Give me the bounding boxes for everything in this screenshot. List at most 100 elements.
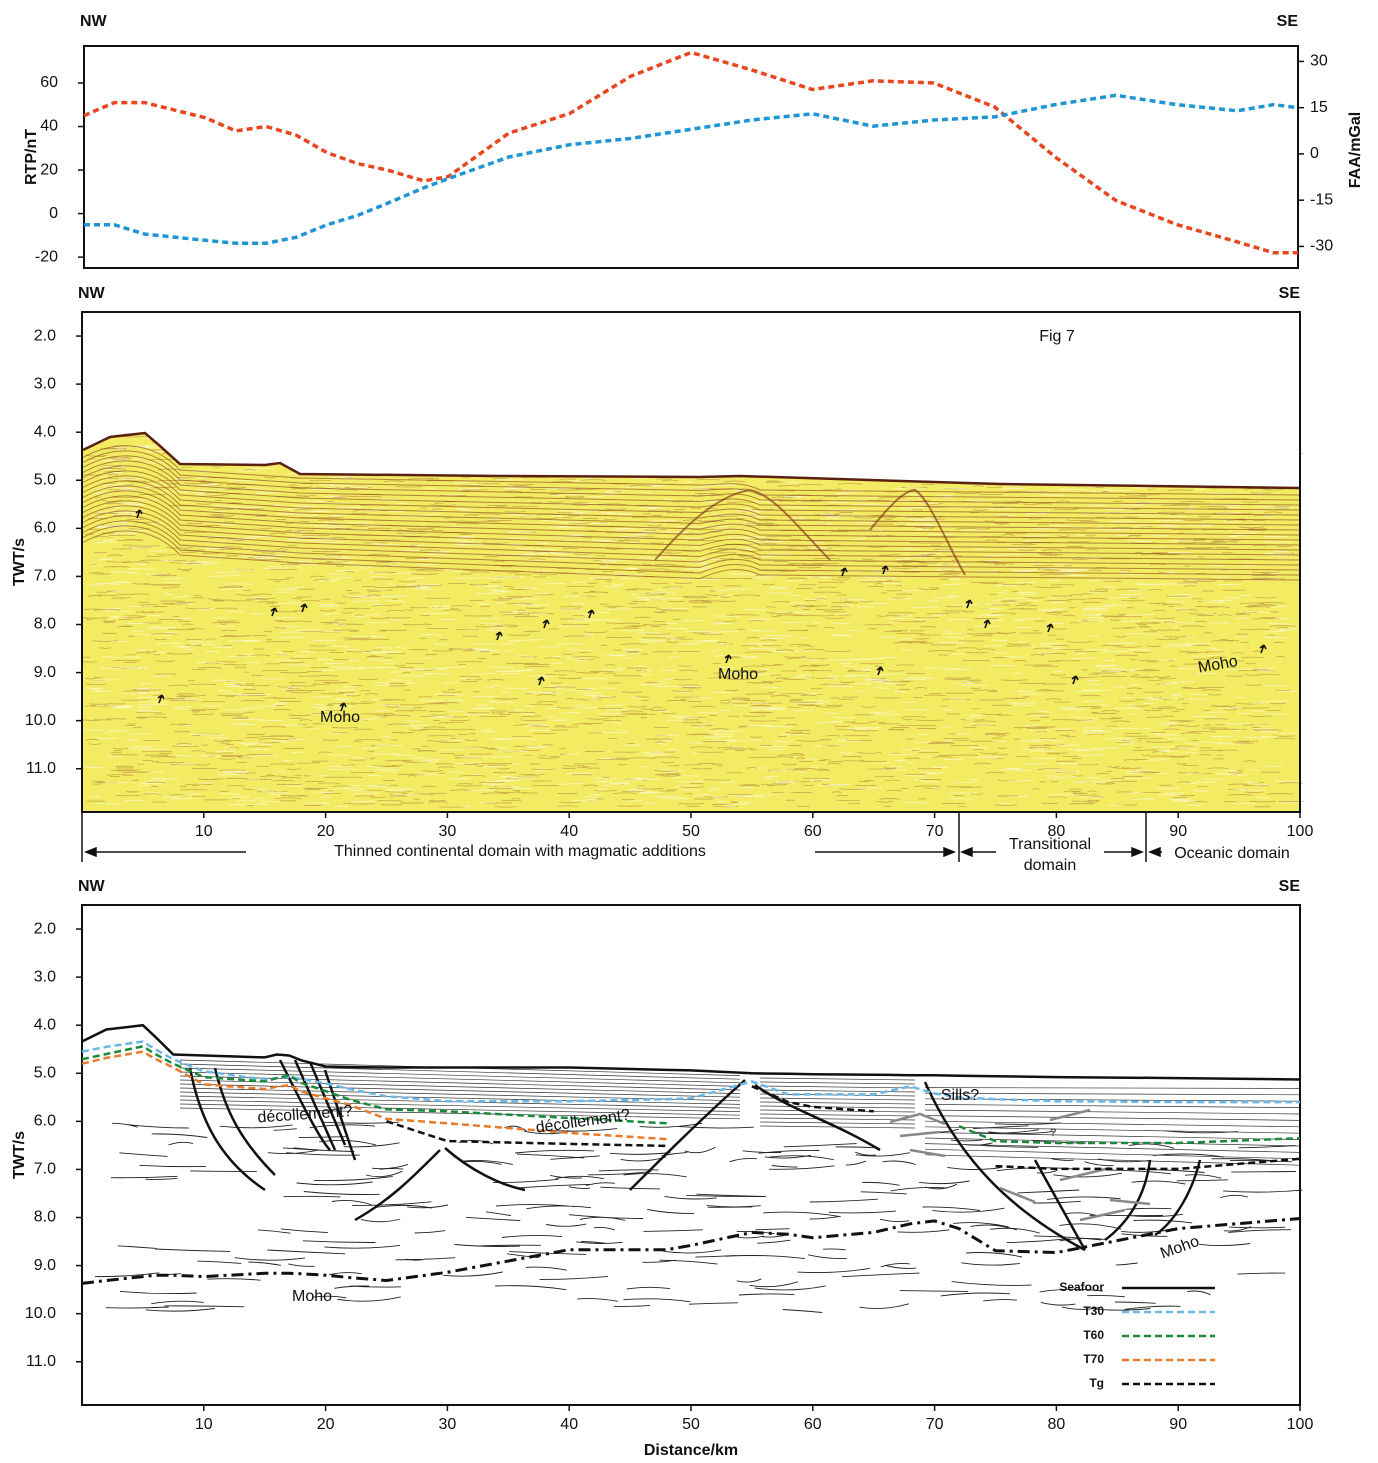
arrow-marker — [1259, 644, 1267, 654]
arrow-head — [943, 846, 957, 858]
y-tick-label: 7.0 — [34, 568, 56, 585]
y-tick-label: 9.0 — [34, 664, 56, 681]
annotation: Moho — [1158, 1233, 1202, 1263]
y-tick-label: 8.0 — [34, 616, 56, 633]
x-tick-label: 80 — [1048, 1416, 1066, 1433]
x-tick-label: 60 — [804, 1416, 822, 1433]
x-tick-label: 10 — [195, 823, 213, 840]
direction-label: NW — [80, 13, 108, 30]
x-tick-label: 80 — [1048, 823, 1066, 840]
annotation: Moho — [718, 666, 758, 683]
arrow-marker — [157, 694, 165, 704]
x-tick-label: 20 — [317, 823, 335, 840]
x-tick-label: 30 — [439, 823, 457, 840]
y-axis-label: TWT/s — [11, 538, 28, 586]
x-axis-label: Distance/km — [644, 1442, 738, 1459]
y-tick-label: 5.0 — [34, 1064, 56, 1081]
y-tick-label: 60 — [40, 74, 58, 91]
annotation: Sills? — [941, 1087, 979, 1104]
seismic-water — [83, 313, 1299, 488]
y2-tick-label: -30 — [1310, 238, 1333, 255]
seismic-texture — [82, 431, 1305, 808]
x-tick-label: 40 — [560, 823, 578, 840]
series-line — [83, 50, 1298, 255]
y-tick-label: 5.0 — [34, 471, 56, 488]
annotation: Oceanic domain — [1174, 845, 1290, 862]
y-tick-label: 11.0 — [26, 1353, 56, 1370]
y2-axis-label: FAA/mGal — [1347, 112, 1364, 188]
y-tick-label: 3.0 — [34, 968, 56, 985]
y-tick-label: 4.0 — [34, 423, 56, 440]
y-axis-label: RTP/nT — [23, 129, 40, 185]
annotation: Thinned continental domain with magmatic… — [334, 843, 706, 860]
y-tick-label: -20 — [35, 248, 58, 265]
arrow-marker — [537, 676, 545, 686]
y2-tick-label: 15 — [1310, 99, 1328, 116]
arrow-marker — [495, 631, 503, 641]
y-axis-label: TWT/s — [11, 1131, 28, 1179]
arrow-marker — [1071, 675, 1079, 685]
plot-frame — [81, 904, 1301, 1406]
y-tick-label: 6.0 — [34, 520, 56, 537]
x-tick-label: 50 — [682, 823, 700, 840]
arrow-marker — [965, 599, 973, 609]
series-line — [81, 1050, 667, 1141]
crust-strata — [94, 1121, 1303, 1313]
x-tick-label: 100 — [1287, 1416, 1314, 1433]
seismic-seafloor — [82, 431, 1300, 490]
arrow-marker — [876, 666, 884, 676]
arrow-marker — [270, 607, 278, 617]
arrow-marker — [339, 702, 347, 712]
annotation: décollement? — [257, 1103, 353, 1127]
x-tick-label: 50 — [682, 1416, 700, 1433]
arrow-marker — [724, 654, 732, 664]
y2-tick-label: -15 — [1310, 191, 1333, 208]
y2-tick-label: 30 — [1310, 53, 1328, 70]
annotation: Moho — [292, 1288, 332, 1305]
moho-line — [81, 1217, 1301, 1285]
series-line — [81, 1040, 1300, 1104]
direction-label: SE — [1277, 13, 1299, 30]
series-line — [81, 1023, 1301, 1081]
annotation: domain — [1024, 857, 1076, 874]
y-tick-label: 40 — [40, 118, 58, 135]
direction-label: NW — [78, 285, 106, 302]
x-tick-label: 60 — [804, 823, 822, 840]
arrow-marker — [881, 565, 889, 575]
seismic-reflectors — [81, 445, 1301, 581]
y-tick-label: 2.0 — [34, 920, 56, 937]
direction-label: SE — [1279, 285, 1301, 302]
x-tick-label: 40 — [560, 1416, 578, 1433]
arrow-marker — [983, 619, 991, 629]
arrow-marker — [542, 619, 550, 629]
y2-tick-label: 0 — [1310, 145, 1319, 162]
x-tick-label: 90 — [1169, 823, 1187, 840]
x-tick-label: 10 — [195, 1416, 213, 1433]
plot-frame — [83, 45, 1299, 269]
y-tick-label: 10.0 — [25, 1305, 56, 1322]
arrow-marker — [300, 603, 308, 613]
y-tick-label: 4.0 — [34, 1016, 56, 1033]
faults — [188, 1059, 1202, 1252]
x-tick-label: 20 — [317, 1416, 335, 1433]
annotation: ? — [1050, 1127, 1056, 1139]
y-tick-label: 0 — [49, 205, 58, 222]
y-tick-label: 11.0 — [26, 760, 56, 777]
annotation: Fig 7 — [1039, 328, 1075, 345]
arrow-head — [1131, 846, 1145, 858]
legend-label: T30 — [1083, 1304, 1104, 1318]
series-line — [84, 93, 1299, 246]
y-tick-label: 8.0 — [34, 1209, 56, 1226]
x-tick-label: 30 — [439, 1416, 457, 1433]
arrow-head — [959, 846, 973, 858]
annotation: Moho — [1197, 653, 1239, 677]
y-tick-label: 9.0 — [34, 1257, 56, 1274]
legend-label: Seafoor — [1059, 1280, 1104, 1294]
series-line — [81, 1044, 1301, 1145]
y-tick-label: 3.0 — [34, 375, 56, 392]
y-tick-label: 20 — [40, 161, 58, 178]
arrow-head — [83, 846, 97, 858]
annotation: Transitional — [1009, 836, 1091, 853]
